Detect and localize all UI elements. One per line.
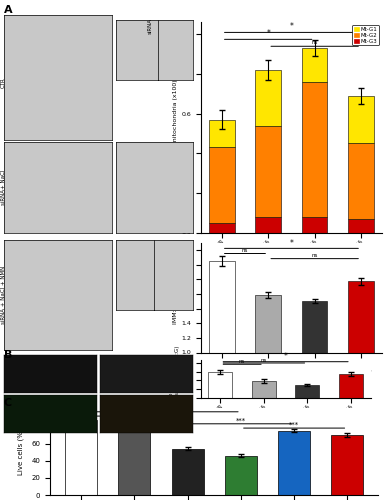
Bar — [256, 296, 281, 426]
Bar — [302, 216, 327, 232]
Bar — [348, 282, 374, 426]
Text: ns: ns — [239, 359, 245, 364]
Bar — [348, 218, 374, 232]
Bar — [332, 435, 363, 495]
Text: siRNA: siRNA — [148, 18, 153, 34]
Text: *: * — [284, 352, 288, 362]
Bar — [119, 428, 150, 495]
Bar — [302, 82, 327, 216]
Bar — [209, 222, 235, 232]
Legend: Mt-G1, Mt-G2, Mt-G3: Mt-G1, Mt-G2, Mt-G3 — [352, 26, 379, 46]
Y-axis label: Damaged mitochondria (x100): Damaged mitochondria (x100) — [173, 79, 178, 176]
Bar — [65, 420, 97, 495]
Bar — [252, 381, 276, 457]
Text: **: ** — [131, 410, 138, 416]
Bar — [209, 261, 235, 426]
Text: ns: ns — [242, 248, 248, 253]
Bar — [348, 144, 374, 218]
Text: ***: *** — [289, 422, 299, 428]
Text: ns: ns — [261, 358, 267, 362]
Text: B: B — [4, 350, 12, 360]
Bar — [256, 126, 281, 216]
Text: siRNA + NaCl + NMN: siRNA + NaCl + NMN — [1, 266, 5, 324]
Bar — [256, 216, 281, 232]
Bar — [225, 456, 257, 495]
Bar — [295, 385, 319, 457]
Y-axis label: IMM:OMM INDEX: IMM:OMM INDEX — [173, 272, 178, 324]
Text: ***: *** — [156, 406, 166, 411]
Bar — [302, 48, 327, 82]
Text: A: A — [4, 5, 12, 15]
Bar — [209, 120, 235, 148]
Bar — [348, 96, 374, 144]
Text: *: * — [290, 238, 293, 248]
Bar — [278, 430, 310, 495]
Bar — [208, 372, 232, 457]
Text: *: * — [266, 30, 270, 38]
Bar — [172, 448, 203, 495]
Text: C: C — [4, 398, 12, 407]
Text: ns: ns — [312, 40, 318, 46]
Text: ns: ns — [312, 253, 318, 258]
Y-axis label: Normalized JC1
Fluorescence ratio (R:G): Normalized JC1 Fluorescence ratio (R:G) — [169, 346, 180, 412]
Bar — [339, 374, 363, 457]
Text: ***: *** — [236, 418, 246, 424]
Text: siRNA+ NaCl: siRNA+ NaCl — [1, 170, 5, 205]
Text: CTR: CTR — [1, 77, 5, 88]
Bar — [302, 301, 327, 426]
Bar — [256, 70, 281, 126]
Y-axis label: Live cells (%): Live cells (%) — [18, 428, 24, 474]
Bar — [209, 148, 235, 222]
Text: *: * — [290, 22, 293, 32]
